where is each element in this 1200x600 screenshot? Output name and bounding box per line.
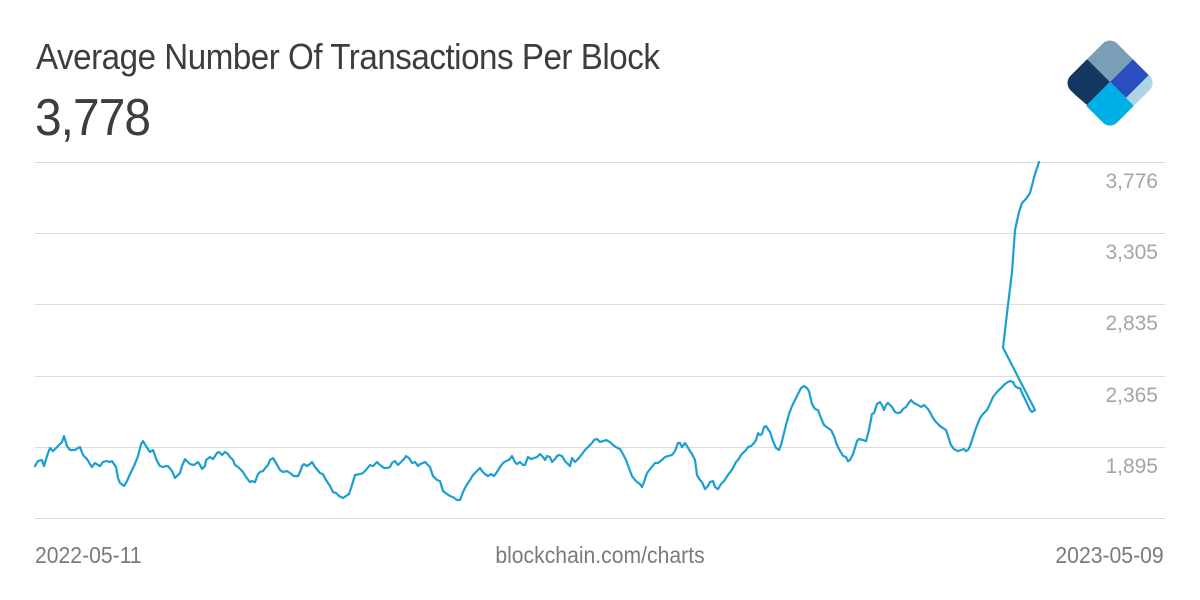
transactions-per-block-line bbox=[33, 160, 1041, 502]
y-axis-tick-label: 2,365 bbox=[1105, 383, 1158, 407]
chart-title: Average Number Of Transactions Per Block bbox=[36, 36, 660, 77]
y-axis-tick-label: 3,776 bbox=[1105, 170, 1158, 193]
end-date-label: 2023-05-09 bbox=[1055, 542, 1164, 568]
y-axis-tick-label: 1,895 bbox=[1105, 454, 1158, 478]
current-value: 3,778 bbox=[35, 89, 151, 147]
blockchain-logo-icon bbox=[1063, 36, 1157, 130]
gridlines bbox=[35, 162, 1165, 519]
y-axis-tick-label: 2,835 bbox=[1105, 312, 1158, 336]
start-date-label: 2022-05-11 bbox=[35, 542, 142, 568]
y-axis-tick-label: 3,305 bbox=[1105, 241, 1158, 265]
source-link[interactable]: blockchain.com/charts bbox=[495, 542, 705, 568]
